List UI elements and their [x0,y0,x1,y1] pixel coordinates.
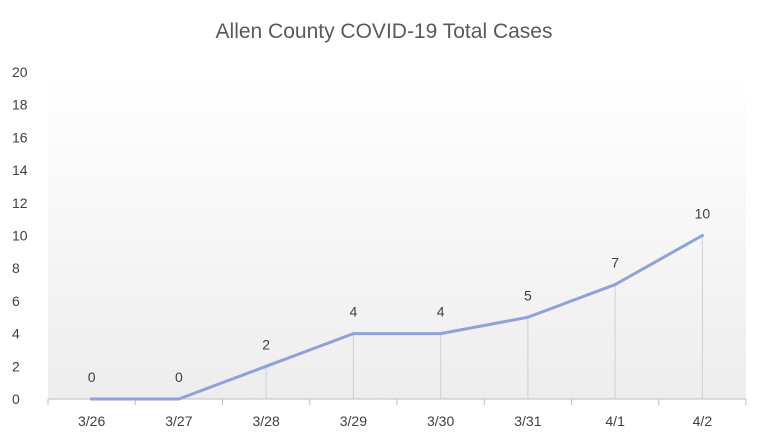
y-tick-label: 10 [12,228,28,244]
y-tick-label: 2 [12,358,20,374]
y-tick-label: 20 [12,64,28,80]
data-label: 7 [611,255,619,271]
y-tick-label: 16 [12,129,28,145]
x-tick-label: 3/26 [78,413,105,429]
data-label: 2 [262,336,270,352]
data-point [90,397,94,401]
y-tick-label: 14 [12,162,28,178]
data-point [526,315,530,319]
x-tick-label: 3/31 [514,413,541,429]
x-tick-label: 4/1 [605,413,625,429]
data-label: 4 [349,304,357,320]
y-tick-label: 6 [12,293,20,309]
data-point [700,234,704,237]
data-label: 5 [524,287,532,303]
chart-title: Allen County COVID-19 Total Cases [215,20,553,43]
y-tick-label: 4 [12,326,20,342]
data-label: 0 [175,369,183,385]
data-point [177,397,181,401]
series-line [90,234,704,401]
data-label: 0 [88,369,96,385]
x-tick-label: 3/27 [165,413,192,429]
data-label: 10 [695,206,711,222]
x-tick-label: 4/2 [693,413,713,429]
y-tick-label: 18 [12,97,28,113]
y-tick-label: 0 [12,391,20,407]
x-tick-label: 3/28 [253,413,280,429]
data-point [613,283,617,287]
plot-background [48,72,746,399]
y-tick-label: 12 [12,195,28,211]
x-tick-label: 3/30 [427,413,454,429]
data-point [264,364,268,368]
data-point [439,332,443,336]
data-point [351,332,355,336]
y-tick-label: 8 [12,260,20,276]
x-tick-label: 3/29 [340,413,367,429]
data-label: 4 [437,304,445,320]
